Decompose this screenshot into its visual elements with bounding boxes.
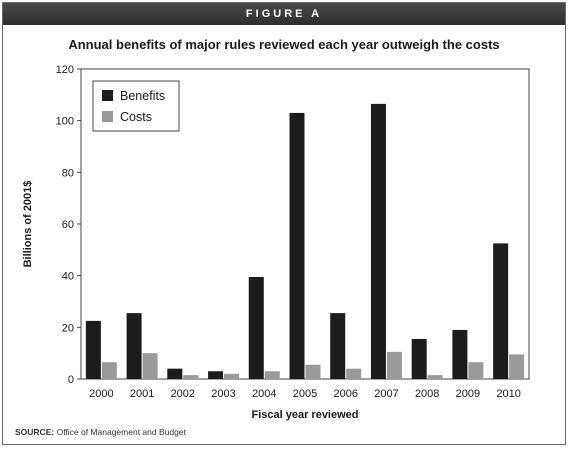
x-tick-label: 2005 <box>293 388 317 400</box>
source-label: SOURCE: <box>15 427 55 437</box>
costs-bar-2001 <box>142 353 158 379</box>
costs-bar-2006 <box>346 368 362 379</box>
costs-bar-2002 <box>183 375 199 379</box>
y-tick-label: 80 <box>62 167 74 179</box>
y-tick-label: 40 <box>62 271 74 283</box>
benefits-bar-2002 <box>167 368 183 379</box>
costs-bar-2003 <box>224 373 240 379</box>
legend-box <box>92 80 180 132</box>
costs-bar-2009 <box>468 362 484 379</box>
x-tick-label: 2010 <box>496 388 520 400</box>
x-tick-label: 2003 <box>211 388 235 400</box>
y-tick-label: 100 <box>56 116 74 128</box>
source-note: SOURCE: Office of Management and Budget <box>15 427 186 437</box>
bar-chart: 0 20 40 60 80 100 120 2000 2001 2002 2003 2004 2005 2… <box>22 64 530 421</box>
costs-bar-2000 <box>101 362 117 379</box>
figure-header: FIGURE A <box>3 3 565 25</box>
benefits-bar-2007 <box>370 103 386 379</box>
figure-frame: FIGURE A Annual benefits of major rules … <box>2 2 566 445</box>
x-tick-label: 2007 <box>374 388 398 400</box>
benefits-bar-2005 <box>289 112 305 380</box>
costs-bar-2010 <box>509 354 525 379</box>
x-tick-label: 2000 <box>89 388 113 400</box>
x-tick-label: 2002 <box>171 388 195 400</box>
benefits-bar-2010 <box>493 243 509 379</box>
x-tick-label: 2008 <box>415 388 439 400</box>
benefits-bar-2001 <box>126 313 142 379</box>
costs-bar-2004 <box>264 371 280 379</box>
y-tick-label: 120 <box>56 64 74 76</box>
y-tick-label: 60 <box>62 219 74 231</box>
costs-bar-2007 <box>386 351 402 379</box>
benefits-bar-2008 <box>411 338 427 379</box>
legend-swatch-costs <box>102 111 113 122</box>
costs-bar-2005 <box>305 364 321 379</box>
legend-label-costs: Costs <box>120 110 152 124</box>
x-tick-label: 2001 <box>130 388 154 400</box>
y-axis-label: Billions of 2001$ <box>22 181 34 268</box>
y-tick-label: 0 <box>68 374 74 386</box>
benefits-bar-2003 <box>208 371 224 379</box>
x-tick-label: 2006 <box>333 388 357 400</box>
costs-bar-2008 <box>427 375 443 379</box>
legend-swatch-benefits <box>102 90 113 101</box>
x-tick-label: 2009 <box>456 388 480 400</box>
source-text: Office of Management and Budget <box>56 427 186 437</box>
benefits-bar-2004 <box>248 276 264 379</box>
x-tick-label: 2004 <box>252 388 276 400</box>
chart-title: Annual benefits of major rules reviewed … <box>68 37 500 52</box>
legend-label-benefits: Benefits <box>120 89 165 103</box>
benefits-bar-2000 <box>85 320 101 379</box>
benefits-bar-2006 <box>330 313 346 379</box>
benefits-bar-2009 <box>452 329 468 379</box>
x-axis-label: Fiscal year reviewed <box>251 409 358 421</box>
y-tick-label: 20 <box>62 322 74 334</box>
